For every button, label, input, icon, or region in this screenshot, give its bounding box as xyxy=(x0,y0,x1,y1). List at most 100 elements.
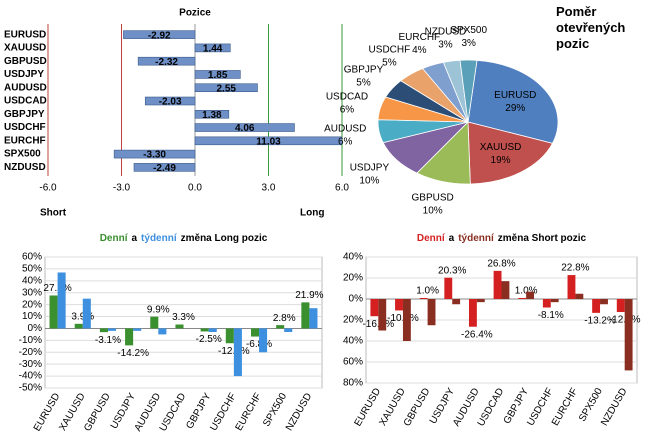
pie-label: AUDUSD xyxy=(324,124,366,135)
title-daily: Denní xyxy=(100,233,129,244)
x-tick-label: 0.0 xyxy=(188,183,202,194)
bar xyxy=(567,275,576,299)
title-join: a xyxy=(449,233,455,244)
bar xyxy=(616,299,625,313)
pie-slice xyxy=(459,59,478,123)
title-weekly: týdenní xyxy=(458,233,495,244)
pie-value: 6% xyxy=(338,137,353,148)
data-label: 9.9% xyxy=(147,304,170,315)
y-tick-label: 20% xyxy=(343,273,363,284)
data-label: 1.44 xyxy=(203,44,223,55)
data-label: 26.8% xyxy=(487,259,515,270)
data-label: -2.92 xyxy=(148,30,171,41)
data-label: 1.38 xyxy=(202,110,222,121)
y-tick-label: USDCAD xyxy=(4,96,47,107)
x-tick-label: -6.0 xyxy=(39,183,57,194)
bar xyxy=(501,281,510,299)
pie-value: 29% xyxy=(505,103,525,114)
bar xyxy=(370,299,379,317)
pie-label: USDJPY xyxy=(350,163,390,174)
pie-label: EURUSD xyxy=(494,90,536,101)
y-tick-label: GBPJPY xyxy=(4,109,45,120)
data-label: 21.9% xyxy=(295,290,323,301)
y-tick-label: 40% xyxy=(22,275,42,286)
pie-value: 10% xyxy=(359,176,379,187)
y-tick-label: 40% xyxy=(343,252,363,263)
pie-value: 5% xyxy=(382,57,397,68)
y-tick-label: 0% xyxy=(349,294,364,305)
bar xyxy=(592,299,601,313)
bar xyxy=(378,299,387,331)
y-tick-label: -10% xyxy=(19,335,42,346)
y-tick-label: EURCHF xyxy=(4,135,46,146)
x-tick-label: SPX500 xyxy=(261,391,289,429)
data-label: -26.4% xyxy=(461,329,493,340)
bar xyxy=(476,299,485,303)
bar xyxy=(49,295,58,329)
bar xyxy=(82,298,91,329)
data-label: 4.06 xyxy=(235,123,255,134)
bar xyxy=(150,316,159,329)
y-tick-label: SPX500 xyxy=(4,149,41,160)
pie-label: XAUUSD xyxy=(480,142,522,153)
data-label: 3.3% xyxy=(172,312,195,323)
y-tick-label: -20% xyxy=(19,347,42,358)
title-daily: Denní xyxy=(417,233,446,244)
bar xyxy=(175,324,184,329)
x-tick-label: 6.0 xyxy=(335,183,349,194)
data-label: -2.03 xyxy=(159,97,182,108)
data-label: -3.1% xyxy=(95,335,121,346)
bar xyxy=(493,270,502,299)
data-label: 1.0% xyxy=(416,286,439,297)
chart-title: Denní a týdenní změna Long pozic xyxy=(100,233,268,244)
bar xyxy=(259,328,268,353)
pie-label: GBPUSD xyxy=(412,193,454,204)
bar xyxy=(526,291,535,299)
bar xyxy=(575,293,584,299)
bar xyxy=(402,299,411,341)
x-label-left: Short xyxy=(40,208,67,219)
bar xyxy=(427,299,436,326)
y-tick-label: XAUUSD xyxy=(4,43,46,54)
bars xyxy=(113,30,342,172)
bar xyxy=(250,328,260,337)
bar xyxy=(107,328,117,331)
pie-value: 19% xyxy=(491,155,511,166)
y-tick-label: -50% xyxy=(19,383,42,394)
y-tick-label: USDJPY xyxy=(4,69,44,80)
bar xyxy=(208,328,217,333)
y-tick-label: 60% xyxy=(22,252,42,263)
pie-value: 4% xyxy=(412,45,427,56)
bar xyxy=(624,299,633,371)
bar xyxy=(158,328,167,335)
y-tick-label: AUDUSD xyxy=(4,82,47,93)
bar xyxy=(518,297,527,299)
pie-label: USDCAD xyxy=(326,91,368,102)
data-label: -2.5% xyxy=(196,334,222,345)
title-weekly: týdenní xyxy=(141,233,178,244)
y-tick-label: 20% xyxy=(343,315,363,326)
bar xyxy=(225,328,234,344)
bar xyxy=(468,299,477,327)
data-label: -8.1% xyxy=(538,310,564,321)
bar xyxy=(99,328,108,333)
pie-slice xyxy=(467,59,559,144)
y-tick-label: 80% xyxy=(343,378,363,389)
data-label: 2.55 xyxy=(217,83,237,94)
bar xyxy=(600,299,608,305)
bar xyxy=(276,325,285,329)
pie-label: SPX500 xyxy=(450,25,487,36)
pie-label: USDCHF xyxy=(369,44,411,55)
bar xyxy=(301,302,310,329)
bar xyxy=(57,272,66,329)
bar xyxy=(395,299,403,311)
pie-label: GBPJPY xyxy=(344,64,384,75)
pie-label: NZDUSD xyxy=(425,27,467,38)
y-tick-label: GBPUSD xyxy=(4,56,47,67)
bar xyxy=(74,323,83,329)
pie-value: 3% xyxy=(438,40,453,51)
bar xyxy=(200,328,209,332)
y-tick-label: -40% xyxy=(19,371,42,382)
x-tick-label: -3.0 xyxy=(113,183,131,194)
